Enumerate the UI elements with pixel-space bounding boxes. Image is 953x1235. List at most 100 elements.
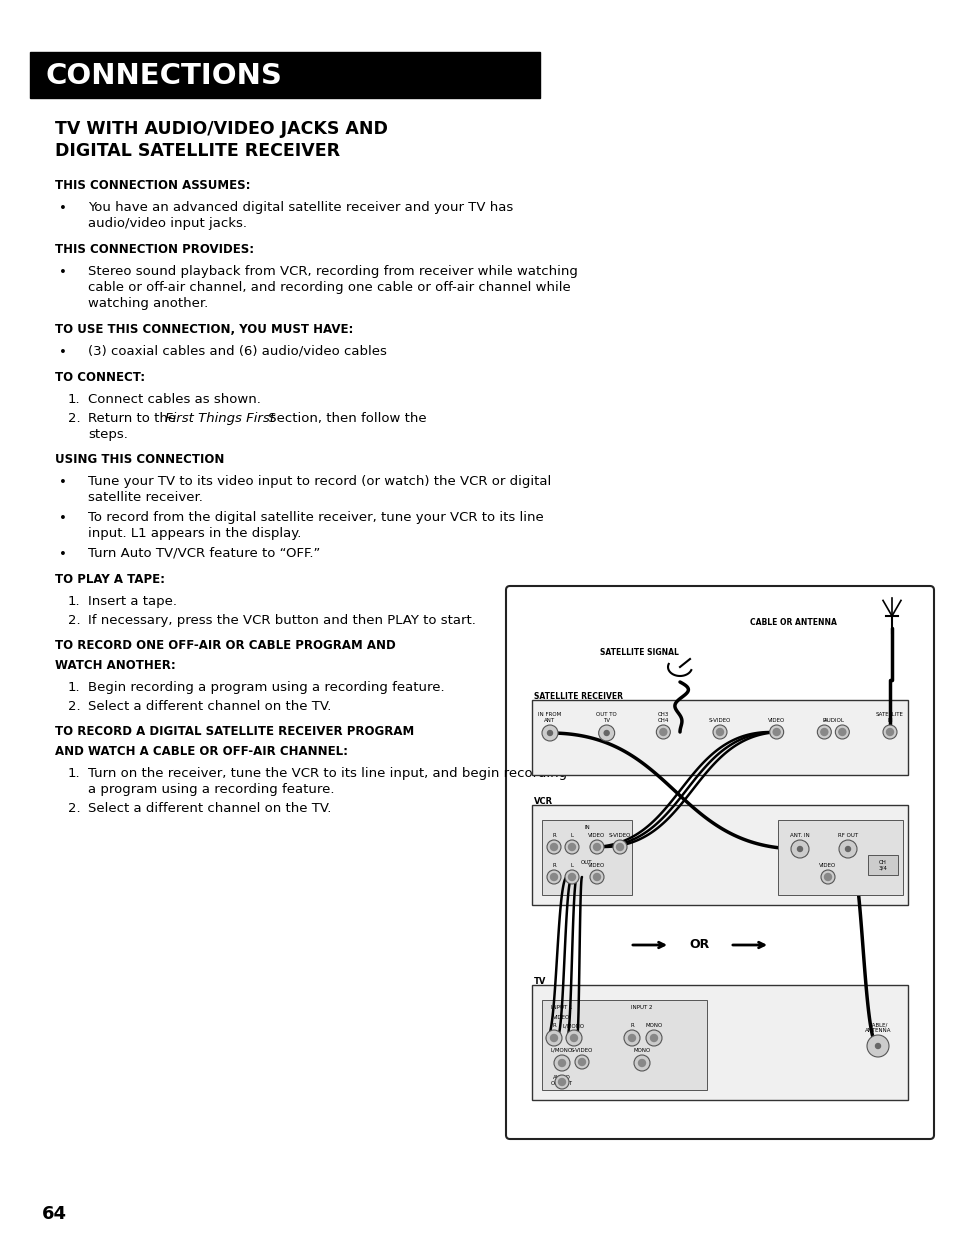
Text: Begin recording a program using a recording feature.: Begin recording a program using a record… <box>88 680 444 694</box>
Circle shape <box>570 1035 577 1041</box>
Text: First Things First: First Things First <box>165 412 274 425</box>
Circle shape <box>593 873 599 881</box>
Circle shape <box>645 1030 661 1046</box>
Text: input. L1 appears in the display.: input. L1 appears in the display. <box>88 527 301 540</box>
Text: THIS CONNECTION PROVIDES:: THIS CONNECTION PROVIDES: <box>55 243 253 256</box>
Text: CH
3/4: CH 3/4 <box>878 860 886 871</box>
Circle shape <box>790 840 808 858</box>
Bar <box>778 820 902 895</box>
Text: R: R <box>552 1023 556 1028</box>
Text: Turn Auto TV/VCR feature to “OFF.”: Turn Auto TV/VCR feature to “OFF.” <box>88 547 320 559</box>
Text: Insert a tape.: Insert a tape. <box>88 595 177 608</box>
Text: SATELLITE
IN: SATELLITE IN <box>875 713 903 722</box>
Text: IN FROM
ANT: IN FROM ANT <box>537 713 561 722</box>
Text: To record from the digital satellite receiver, tune your VCR to its line: To record from the digital satellite rec… <box>88 511 543 524</box>
Text: 1.: 1. <box>68 595 81 608</box>
Bar <box>541 820 631 895</box>
Text: OUT TO
TV: OUT TO TV <box>596 713 617 722</box>
Bar <box>867 855 897 876</box>
Circle shape <box>554 1055 569 1071</box>
Text: TO RECORD ONE OFF-AIR OR CABLE PROGRAM AND: TO RECORD ONE OFF-AIR OR CABLE PROGRAM A… <box>55 638 395 652</box>
Text: L/MONO: L/MONO <box>562 1023 584 1028</box>
Text: •: • <box>59 203 67 215</box>
Text: Connect cables as shown.: Connect cables as shown. <box>88 393 260 406</box>
Text: VIDEO: VIDEO <box>767 718 784 722</box>
Circle shape <box>716 729 722 736</box>
Text: MONO: MONO <box>644 1023 662 1028</box>
Text: 2.: 2. <box>68 802 81 815</box>
Text: TV WITH AUDIO/VIDEO JACKS AND: TV WITH AUDIO/VIDEO JACKS AND <box>55 120 388 138</box>
Text: AUDIO: AUDIO <box>823 718 841 722</box>
Circle shape <box>659 729 666 736</box>
Bar <box>30 52 539 98</box>
Text: cable or off-air channel, and recording one cable or off-air channel while: cable or off-air channel, and recording … <box>88 282 570 294</box>
Circle shape <box>656 725 670 739</box>
Circle shape <box>838 840 856 858</box>
Circle shape <box>712 725 726 739</box>
Text: DIGITAL SATELLITE RECEIVER: DIGITAL SATELLITE RECEIVER <box>55 142 340 161</box>
Text: VIDEO: VIDEO <box>553 1015 570 1020</box>
Circle shape <box>797 846 801 851</box>
Text: audio/video input jacks.: audio/video input jacks. <box>88 217 247 230</box>
Text: 1.: 1. <box>68 393 81 406</box>
Text: RF OUT: RF OUT <box>837 832 857 839</box>
Text: •: • <box>59 475 67 489</box>
Circle shape <box>817 725 830 739</box>
Text: •: • <box>59 513 67 525</box>
Circle shape <box>772 729 780 736</box>
Circle shape <box>558 1078 565 1086</box>
Text: ANT. IN: ANT. IN <box>789 832 809 839</box>
Text: 64: 64 <box>42 1205 67 1223</box>
Circle shape <box>634 1055 649 1071</box>
Text: L: L <box>570 832 573 839</box>
Text: R: R <box>552 832 556 839</box>
Text: Turn on the receiver, tune the VCR to its line input, and begin recording: Turn on the receiver, tune the VCR to it… <box>88 767 566 781</box>
Text: SATELLITE RECEIVER: SATELLITE RECEIVER <box>534 692 622 701</box>
Text: VIDEO: VIDEO <box>588 863 605 868</box>
Circle shape <box>546 869 560 884</box>
Circle shape <box>568 844 575 851</box>
Text: AND WATCH A CABLE OR OFF-AIR CHANNEL:: AND WATCH A CABLE OR OFF-AIR CHANNEL: <box>55 745 348 758</box>
Text: S-VIDEO: S-VIDEO <box>570 1049 593 1053</box>
Text: If necessary, press the VCR button and then PLAY to start.: If necessary, press the VCR button and t… <box>88 614 476 627</box>
Text: You have an advanced digital satellite receiver and your TV has: You have an advanced digital satellite r… <box>88 201 513 214</box>
Circle shape <box>885 729 893 736</box>
Text: 2.: 2. <box>68 700 81 713</box>
Circle shape <box>558 1060 565 1067</box>
Circle shape <box>564 840 578 853</box>
Text: WATCH ANOTHER:: WATCH ANOTHER: <box>55 659 175 672</box>
Circle shape <box>628 1035 635 1041</box>
Text: VIDEO: VIDEO <box>819 863 836 868</box>
Circle shape <box>593 844 599 851</box>
Text: MONO: MONO <box>633 1049 650 1053</box>
Text: TO CONNECT:: TO CONNECT: <box>55 370 145 384</box>
Text: L/MONO: L/MONO <box>551 1049 573 1053</box>
Text: a program using a recording feature.: a program using a recording feature. <box>88 783 335 797</box>
Circle shape <box>547 730 552 736</box>
Circle shape <box>820 729 827 736</box>
Circle shape <box>589 869 603 884</box>
Circle shape <box>866 1035 888 1057</box>
Text: TV: TV <box>534 977 546 986</box>
Text: CABLE OR ANTENNA: CABLE OR ANTENNA <box>749 618 836 627</box>
Circle shape <box>564 869 578 884</box>
Circle shape <box>541 725 558 741</box>
Text: TO PLAY A TAPE:: TO PLAY A TAPE: <box>55 573 165 585</box>
Text: TO USE THIS CONNECTION, YOU MUST HAVE:: TO USE THIS CONNECTION, YOU MUST HAVE: <box>55 324 353 336</box>
Circle shape <box>882 725 896 739</box>
Text: watching another.: watching another. <box>88 296 208 310</box>
Text: OR: OR <box>689 939 709 951</box>
Text: steps.: steps. <box>88 429 128 441</box>
Text: S-VIDEO: S-VIDEO <box>708 718 730 722</box>
Circle shape <box>568 873 575 881</box>
Text: THIS CONNECTION ASSUMES:: THIS CONNECTION ASSUMES: <box>55 179 251 191</box>
Text: Select a different channel on the TV.: Select a different channel on the TV. <box>88 700 331 713</box>
Text: Return to the: Return to the <box>88 412 180 425</box>
Circle shape <box>838 729 845 736</box>
Bar <box>532 986 907 1100</box>
Text: satellite receiver.: satellite receiver. <box>88 492 203 504</box>
Text: Stereo sound playback from VCR, recording from receiver while watching: Stereo sound playback from VCR, recordin… <box>88 266 578 278</box>
Text: •: • <box>59 548 67 561</box>
Circle shape <box>550 844 557 851</box>
Text: R: R <box>821 718 825 722</box>
